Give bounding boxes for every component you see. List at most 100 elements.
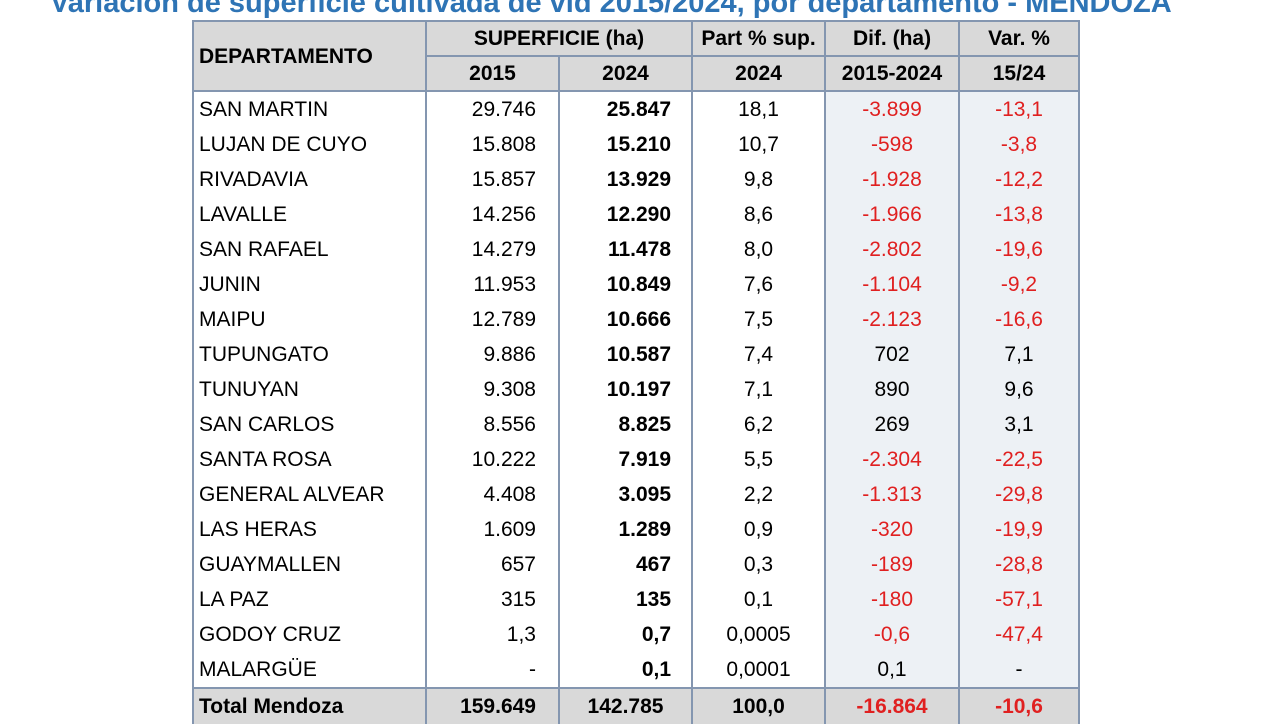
total-departamento: Total Mendoza (192, 687, 427, 724)
cell-part: 9,8 (691, 162, 827, 197)
cell-departamento: MALARGÜE (192, 652, 427, 688)
cell-2024: 1.289 (557, 512, 694, 547)
cell-dif: -1.966 (824, 197, 961, 232)
cell-2024: 13.929 (557, 162, 694, 197)
cell-2015: 14.256 (425, 197, 560, 232)
cell-part: 7,6 (691, 267, 827, 302)
cell-2024: 10.587 (557, 337, 694, 372)
cell-var: -19,6 (958, 232, 1081, 267)
header-var-line1: Var. % (958, 20, 1081, 57)
cell-departamento: SAN CARLOS (192, 407, 427, 442)
cell-2024: 10.197 (557, 372, 694, 407)
cell-part: 7,5 (691, 302, 827, 337)
table-row: GODOY CRUZ 1,3 0,7 0,0005 -0,6 -47,4 (192, 617, 1081, 652)
cell-dif: -320 (824, 512, 961, 547)
cell-departamento: GODOY CRUZ (192, 617, 427, 652)
cell-var: -29,8 (958, 477, 1081, 512)
cell-2024: 15.210 (557, 127, 694, 162)
cell-dif: -1.104 (824, 267, 961, 302)
cell-part: 18,1 (691, 91, 827, 127)
cell-part: 7,1 (691, 372, 827, 407)
cell-dif: -2.304 (824, 442, 961, 477)
table-row: SAN MARTIN 29.746 25.847 18,1 -3.899 -13,1 (192, 91, 1081, 127)
header-var-line2: 15/24 (958, 55, 1081, 92)
cell-var: -12,2 (958, 162, 1081, 197)
cell-2024: 467 (557, 547, 694, 582)
cell-departamento: TUNUYAN (192, 372, 427, 407)
cell-2015: 10.222 (425, 442, 560, 477)
cell-2015: 657 (425, 547, 560, 582)
cell-part: 6,2 (691, 407, 827, 442)
cell-var: -13,8 (958, 197, 1081, 232)
page-title: Variación de superficie cultivada de vid… (50, 0, 1172, 19)
cell-2015: 9.308 (425, 372, 560, 407)
table-body: SAN MARTIN 29.746 25.847 18,1 -3.899 -13,1 LUJ… (192, 91, 1081, 688)
cell-dif: -1.313 (824, 477, 961, 512)
cell-var: - (958, 652, 1081, 688)
cell-part: 10,7 (691, 127, 827, 162)
cell-2015: - (425, 652, 560, 688)
cell-departamento: SAN RAFAEL (192, 232, 427, 267)
cell-2015: 14.279 (425, 232, 560, 267)
cell-2015: 8.556 (425, 407, 560, 442)
cell-part: 5,5 (691, 442, 827, 477)
header-part-line2: 2024 (691, 55, 827, 92)
cell-2024: 10.666 (557, 302, 694, 337)
table-row: GUAYMALLEN 657 467 0,3 -189 -28,8 (192, 547, 1081, 582)
header-dif-line1: Dif. (ha) (824, 20, 961, 57)
cell-part: 8,0 (691, 232, 827, 267)
total-row: Total Mendoza 159.649 142.785 100,0 -16.… (192, 687, 1081, 724)
header-departamento: DEPARTAMENTO (192, 20, 427, 92)
cell-departamento: SAN MARTIN (192, 91, 427, 127)
cell-var: -9,2 (958, 267, 1081, 302)
cell-2024: 0,1 (557, 652, 694, 688)
cell-departamento: GENERAL ALVEAR (192, 477, 427, 512)
cell-departamento: RIVADAVIA (192, 162, 427, 197)
cell-part: 0,9 (691, 512, 827, 547)
cell-part: 0,1 (691, 582, 827, 617)
total-var: -10,6 (958, 687, 1081, 724)
cell-dif: 890 (824, 372, 961, 407)
header-2024: 2024 (557, 55, 694, 92)
table-row: JUNIN 11.953 10.849 7,6 -1.104 -9,2 (192, 267, 1081, 302)
table-row: MALARGÜE -0,1 0,0001 0,1- (192, 652, 1081, 688)
cell-dif: -0,6 (824, 617, 961, 652)
header-part-line1: Part % sup. (691, 20, 827, 57)
superficie-table: DEPARTAMENTO SUPERFICIE (ha) Part % sup.… (192, 20, 1081, 724)
cell-2015: 315 (425, 582, 560, 617)
header-2015: 2015 (425, 55, 560, 92)
header-superficie: SUPERFICIE (ha) (424, 20, 694, 57)
cell-departamento: TUPUNGATO (192, 337, 427, 372)
cell-var: -22,5 (958, 442, 1081, 477)
cell-dif: -3.899 (824, 91, 961, 127)
header-row-2: 2015 2024 2024 2015-2024 15/24 (193, 55, 1081, 92)
cell-dif: -598 (824, 127, 961, 162)
cell-departamento: GUAYMALLEN (192, 547, 427, 582)
cell-2015: 1.609 (425, 512, 560, 547)
cell-2024: 25.847 (557, 91, 694, 127)
cell-part: 0,0005 (691, 617, 827, 652)
cell-departamento: JUNIN (192, 267, 427, 302)
cell-departamento: LAS HERAS (192, 512, 427, 547)
cell-dif: -180 (824, 582, 961, 617)
cell-2015: 12.789 (425, 302, 560, 337)
cell-dif: -1.928 (824, 162, 961, 197)
cell-var: -57,1 (958, 582, 1081, 617)
cell-2024: 3.095 (557, 477, 694, 512)
total-part: 100,0 (691, 687, 827, 724)
cell-var: 3,1 (958, 407, 1081, 442)
cell-dif: -189 (824, 547, 961, 582)
cell-dif: 702 (824, 337, 961, 372)
table-row: GENERAL ALVEAR 4.408 3.095 2,2 -1.313 -29,8 (192, 477, 1081, 512)
table-row: TUNUYAN 9.308 10.197 7,1 890 9,6 (192, 372, 1081, 407)
cell-2024: 7.919 (557, 442, 694, 477)
cell-var: -3,8 (958, 127, 1081, 162)
cell-2015: 1,3 (425, 617, 560, 652)
cell-part: 8,6 (691, 197, 827, 232)
total-2015: 159.649 (425, 687, 560, 724)
table-row: TUPUNGATO 9.886 10.587 7,4 702 7,1 (192, 337, 1081, 372)
cell-2015: 9.886 (425, 337, 560, 372)
table-row: SAN CARLOS 8.556 8.825 6,2 269 3,1 (192, 407, 1081, 442)
cell-part: 0,0001 (691, 652, 827, 688)
table-row: SANTA ROSA 10.222 7.919 5,5 -2.304 -22,5 (192, 442, 1081, 477)
